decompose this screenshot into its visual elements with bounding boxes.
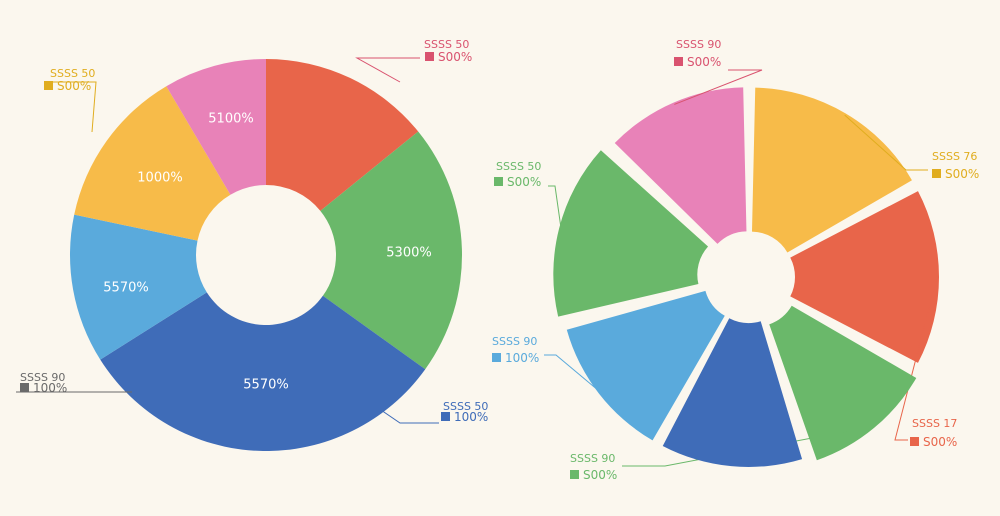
callout-name: SSSS 90 (570, 452, 615, 465)
exploded-slice-green (769, 305, 917, 461)
slice-value-label: 5570% (243, 378, 288, 393)
callout-leader-line (355, 57, 420, 83)
slice-value-label: 5300% (386, 246, 431, 261)
callout-swatch (674, 57, 683, 66)
donut-slice-yellow (74, 86, 231, 241)
callout-leader-line (844, 114, 928, 171)
exploded-slice-dark-blue (662, 318, 803, 467)
callout-percent: S00% (507, 175, 541, 189)
callout-swatch (570, 470, 579, 479)
callout-name: SSSS 50 (496, 160, 541, 173)
exploded-slice-pink (614, 87, 747, 244)
callout-swatch (494, 177, 503, 186)
slice-value-label: 1000% (137, 171, 182, 186)
callout-name: SSSS 90 (676, 38, 721, 51)
callout-leader-line (622, 425, 873, 467)
callout-leader-line (544, 354, 601, 393)
callout-percent: 100% (33, 381, 67, 395)
exploded-slice-green-2 (553, 150, 709, 317)
callout-name: SSSS 76 (932, 150, 977, 163)
callout-swatch (44, 81, 53, 90)
callout-swatch (932, 169, 941, 178)
callout-swatch (425, 52, 434, 61)
callout-swatch (910, 437, 919, 446)
callout-percent: 100% (454, 410, 488, 424)
donut-slice-green (320, 131, 463, 370)
callout-swatch (20, 383, 29, 392)
callout-percent: S00% (438, 50, 472, 64)
callout-leader-line (674, 69, 763, 105)
callout-percent: 100% (505, 351, 539, 365)
callout-percent: S00% (687, 55, 721, 69)
callout-name: SSSS 90 (20, 371, 65, 384)
callout-leader-line (894, 276, 938, 441)
callout-percent: S00% (583, 468, 617, 482)
callout-percent: S00% (57, 79, 91, 93)
exploded-slice-yellow (751, 87, 912, 253)
callout-swatch (441, 412, 450, 421)
callout-name: SSSS 50 (424, 38, 469, 51)
donut-slice-red (266, 59, 419, 211)
callout-swatch (492, 353, 501, 362)
exploded-slice-red (790, 191, 939, 363)
donut-slice-light-blue (69, 214, 207, 360)
slice-value-label: 5570% (103, 281, 148, 296)
callout-leader-line (46, 81, 97, 133)
callout-name: SSSS 50 (50, 67, 95, 80)
donut-slice-pink (166, 59, 266, 195)
callout-name: SSSS 50 (443, 400, 488, 413)
callout-leader-line (380, 409, 439, 424)
callout-percent: S00% (945, 167, 979, 181)
exploded-slice-light-blue (566, 290, 725, 441)
donut-slice-dark-blue (100, 292, 426, 451)
callout-name: SSSS 17 (912, 417, 957, 430)
callout-leader-line (548, 185, 562, 229)
callout-name: SSSS 90 (492, 335, 537, 348)
callout-percent: S00% (923, 435, 957, 449)
slice-value-label: 5100% (208, 112, 253, 127)
